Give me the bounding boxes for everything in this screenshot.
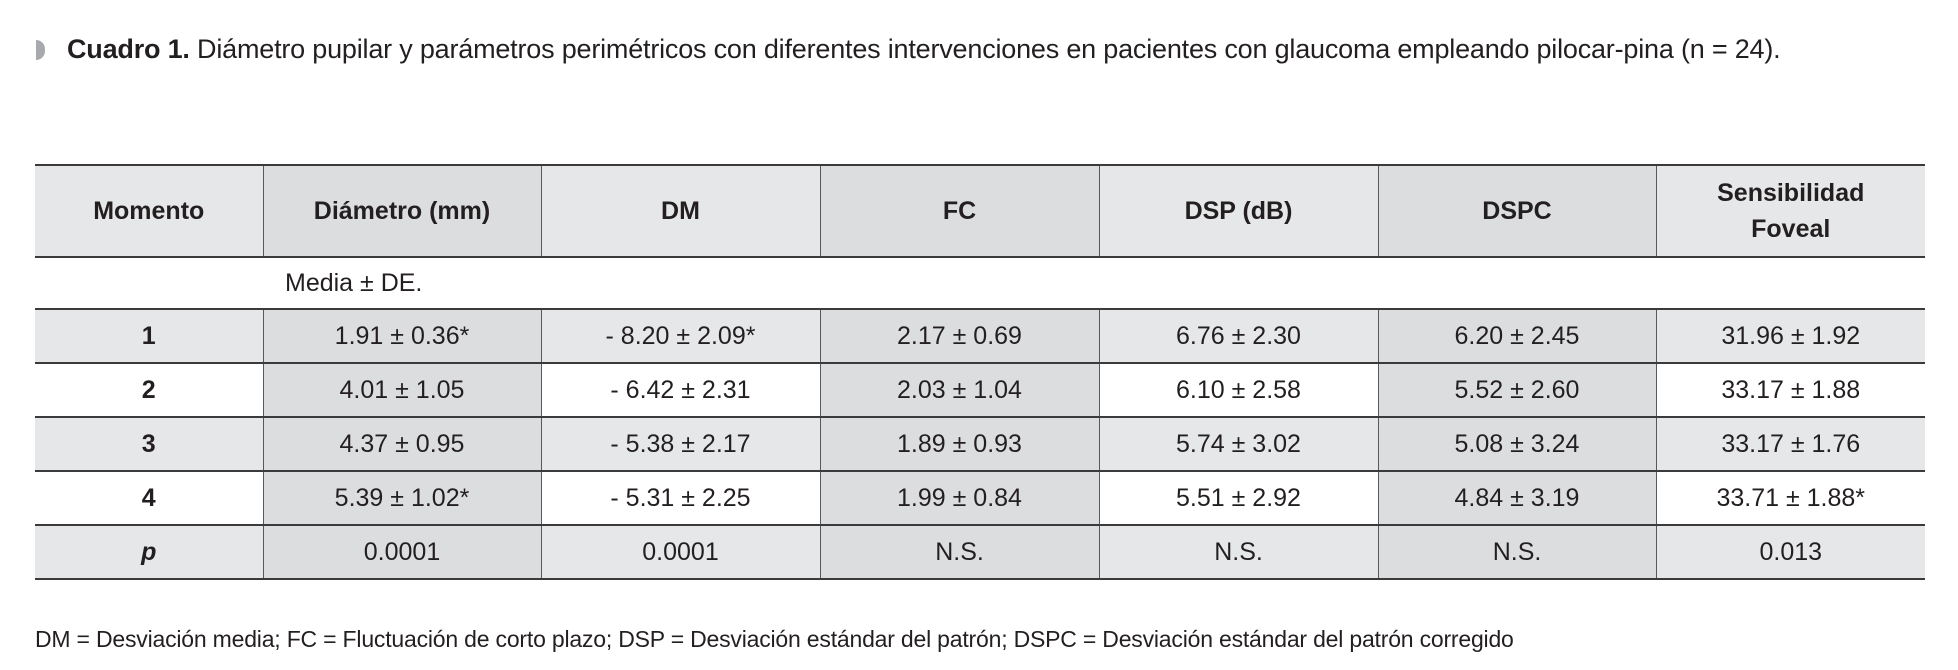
- table-caption: Cuadro 1. Diámetro pupilar y parámetros …: [36, 26, 1926, 73]
- table-cell: 1.89 ± 0.93: [819, 417, 1099, 472]
- table-cell: 0.0001: [540, 525, 820, 580]
- bullet-icon: [36, 40, 45, 60]
- table-row: 2 4.01 ± 1.05- 6.42 ± 2.31 2.03 ± 1.04 6.10…: [35, 363, 1925, 418]
- table-cell: 5.08 ± 3.24: [1377, 417, 1656, 472]
- table-cell: 31.96 ± 1.92: [1655, 308, 1925, 364]
- table-row: 4 5.39 ± 1.02* - 5.31 ± 2.25 1.99 ± 0.84 5.5…: [35, 471, 1925, 526]
- table-cell: 4.37 ± 0.95: [262, 417, 541, 472]
- table-cell: 33.17 ± 1.76: [1655, 417, 1925, 472]
- table-cell: 0.0001: [262, 525, 541, 580]
- caption-text: Diámetro pupilar y parámetros perimétric…: [197, 34, 1781, 64]
- footnote: DM = Desviación media; FC = Fluctuación …: [35, 626, 1514, 652]
- header-sensibilidad-text: Sensibilidad Foveal: [1717, 179, 1865, 243]
- subheader-label: Media ± DE.: [285, 268, 423, 297]
- header-sensibilidad: Sensibilidad Foveal: [1655, 164, 1925, 258]
- table-cell: 33.17 ± 1.88: [1655, 363, 1925, 418]
- table-row: p 0.0001 0.0001 N.S. N.S. N.S. 0.013: [35, 525, 1925, 580]
- table-cell: 5.74 ± 3.02: [1098, 417, 1378, 472]
- subheader-row: Media ± DE.: [35, 257, 1925, 309]
- caption-label: Cuadro 1.: [67, 34, 190, 64]
- table-row: 3 4.37 ± 0.95- 5.38 ± 2.17 1.89 ± 0.93 5.74…: [35, 417, 1925, 472]
- empty-cell: [35, 257, 263, 309]
- table-cell: 0.013: [1655, 525, 1925, 580]
- row-label-cell: 1: [35, 308, 263, 364]
- table-cell: 33.71 ± 1.88*: [1655, 471, 1925, 526]
- table-cell: - 6.42 ± 2.31: [540, 363, 820, 418]
- header-dspc: DSPC: [1377, 164, 1656, 258]
- header-dsp: DSP (dB): [1098, 164, 1378, 258]
- header-dm: DM: [540, 164, 820, 258]
- table-cell: - 5.31 ± 2.25: [540, 471, 820, 526]
- table-cell: 4.01 ± 1.05: [262, 363, 541, 418]
- table-cell: 6.76 ± 2.30: [1098, 308, 1378, 364]
- results-table: Momento Diámetro (mm) DM FC DSP (dB) DSP…: [35, 164, 1925, 580]
- row-label-cell: 4: [35, 471, 263, 526]
- table-cell: 5.51 ± 2.92: [1098, 471, 1378, 526]
- table-cell: 6.10 ± 2.58: [1098, 363, 1378, 418]
- table-cell: 5.39 ± 1.02*: [262, 471, 541, 526]
- table-cell: - 5.38 ± 2.17: [540, 417, 820, 472]
- subheader-text: Media ± DE.: [263, 257, 1925, 309]
- row-label-cell: 2: [35, 363, 263, 418]
- table-cell: N.S.: [819, 525, 1099, 580]
- header-diametro: Diámetro (mm): [262, 164, 541, 258]
- table-cell: 4.84 ± 3.19: [1377, 471, 1656, 526]
- header-row: Momento Diámetro (mm) DM FC DSP (dB) DSP…: [35, 164, 1925, 258]
- table-cell: 2.03 ± 1.04: [819, 363, 1099, 418]
- row-label-cell: p: [35, 525, 263, 580]
- table-cell: - 8.20 ± 2.09*: [540, 308, 820, 364]
- table-row: 1 1.91 ± 0.36* - 8.20 ± 2.09* 2.17 ± 0.69 6.…: [35, 308, 1925, 364]
- table-cell: 2.17 ± 0.69: [819, 308, 1099, 364]
- table-cell: N.S.: [1377, 525, 1656, 580]
- table-cell: 1.99 ± 0.84: [819, 471, 1099, 526]
- header-fc: FC: [819, 164, 1099, 258]
- table-cell: 5.52 ± 2.60: [1377, 363, 1656, 418]
- table-cell: 1.91 ± 0.36*: [262, 308, 541, 364]
- table-cell: N.S.: [1098, 525, 1378, 580]
- table-cell: 6.20 ± 2.45: [1377, 308, 1656, 364]
- header-momento: Momento: [35, 164, 263, 258]
- row-label-cell: 3: [35, 417, 263, 472]
